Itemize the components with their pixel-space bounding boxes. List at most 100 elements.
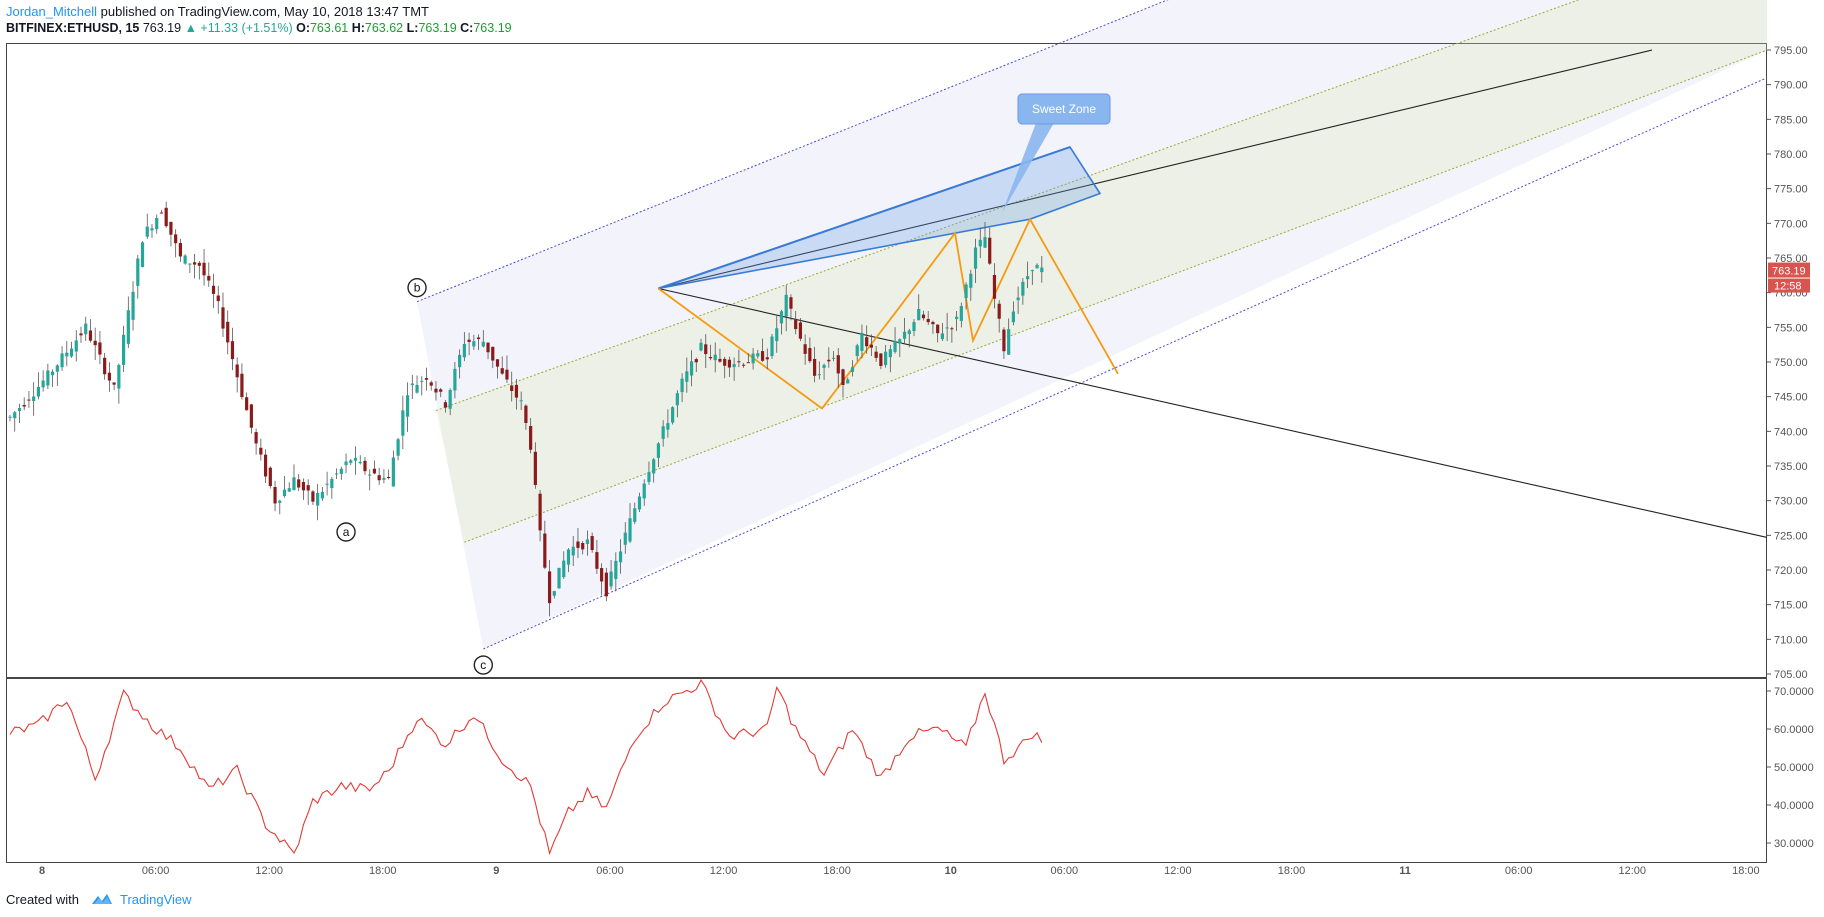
x-tick-label: 9 bbox=[493, 865, 499, 877]
candle bbox=[751, 348, 755, 370]
candle-body bbox=[65, 352, 69, 357]
wave-label-circle bbox=[336, 522, 356, 542]
candle-body bbox=[316, 492, 320, 506]
candle-body bbox=[656, 443, 661, 458]
candle-body bbox=[325, 483, 329, 485]
candle-body bbox=[737, 361, 741, 363]
candle bbox=[1030, 269, 1034, 285]
candle bbox=[448, 388, 452, 416]
candle bbox=[1011, 301, 1015, 326]
candle bbox=[491, 346, 495, 369]
candle bbox=[344, 453, 348, 474]
candle bbox=[685, 357, 689, 393]
candle-body bbox=[145, 226, 149, 237]
candle-body bbox=[164, 207, 168, 227]
candle bbox=[585, 530, 590, 556]
candle-body bbox=[969, 273, 973, 288]
candle bbox=[689, 350, 694, 387]
candle-body bbox=[784, 294, 788, 317]
tradingview-brand-link[interactable]: TradingView bbox=[120, 892, 192, 907]
candle-body bbox=[245, 397, 249, 411]
candle-body bbox=[756, 353, 760, 357]
candle-body bbox=[112, 382, 116, 385]
symbol-name[interactable]: BITFINEX:ETHUSD, 15 bbox=[6, 21, 140, 35]
wave-label-circle bbox=[473, 655, 493, 675]
candle-body bbox=[789, 297, 793, 309]
candle bbox=[992, 263, 997, 309]
candle bbox=[1040, 256, 1044, 283]
candle bbox=[798, 318, 803, 342]
candle-body bbox=[131, 291, 135, 320]
candle bbox=[443, 399, 448, 413]
tradingview-logo-icon[interactable] bbox=[91, 893, 113, 908]
author-link[interactable]: Jordan_Mitchell bbox=[6, 4, 98, 19]
close-label: C: bbox=[460, 21, 474, 35]
candle bbox=[822, 363, 826, 380]
candle bbox=[789, 294, 793, 321]
candle bbox=[358, 455, 362, 465]
candle bbox=[978, 227, 982, 259]
candle bbox=[912, 319, 916, 337]
candle-body bbox=[458, 354, 462, 368]
candle bbox=[694, 357, 698, 373]
rsi-indicator-pane[interactable] bbox=[6, 678, 1767, 863]
candle-body bbox=[893, 341, 897, 352]
high-label: H: bbox=[351, 21, 365, 35]
candle bbox=[316, 484, 320, 521]
candle bbox=[869, 334, 874, 356]
candle bbox=[207, 262, 211, 287]
candle-body bbox=[174, 234, 178, 244]
candle-body bbox=[13, 412, 17, 419]
candle bbox=[718, 348, 722, 364]
candle bbox=[500, 356, 504, 375]
y-tick-label: 740.00 bbox=[1774, 426, 1808, 438]
last-price-tag: 763.19 bbox=[1768, 262, 1810, 278]
y-tick-label: 775.00 bbox=[1774, 184, 1808, 196]
candle bbox=[306, 479, 310, 505]
candle-body bbox=[387, 476, 391, 479]
countdown-tag-bg bbox=[1768, 278, 1810, 293]
candle-body bbox=[936, 324, 940, 334]
candle-body bbox=[420, 380, 424, 382]
candle-body bbox=[529, 425, 533, 450]
callout-box bbox=[1017, 93, 1111, 125]
candle-body bbox=[136, 258, 140, 286]
candle bbox=[1025, 261, 1030, 289]
candle bbox=[888, 344, 892, 373]
candle bbox=[576, 528, 580, 559]
x-tick-label: 18:00 bbox=[369, 865, 397, 877]
candle-body bbox=[723, 358, 727, 366]
candle-body bbox=[600, 568, 604, 582]
candle-body bbox=[339, 468, 343, 474]
x-tick-label: 06:00 bbox=[142, 865, 170, 877]
candle bbox=[983, 222, 987, 248]
candle bbox=[628, 503, 632, 544]
candle bbox=[505, 355, 509, 383]
candle-body bbox=[628, 518, 632, 542]
rsi-tick-label: 60.0000 bbox=[1774, 724, 1814, 736]
candle-body bbox=[992, 274, 997, 299]
candle bbox=[533, 442, 537, 489]
candle bbox=[93, 327, 97, 360]
candle bbox=[855, 343, 859, 361]
candle bbox=[595, 539, 599, 575]
wave-b-label: b bbox=[407, 277, 427, 298]
candle-body bbox=[292, 477, 296, 491]
created-with-text: Created with bbox=[6, 892, 79, 907]
candle-body bbox=[197, 262, 201, 266]
candle-body bbox=[794, 319, 798, 330]
candle bbox=[245, 392, 249, 411]
candle bbox=[60, 346, 64, 371]
candle bbox=[103, 352, 107, 380]
candle bbox=[713, 342, 717, 373]
candle-body bbox=[249, 404, 253, 428]
candle bbox=[860, 324, 864, 359]
candle bbox=[50, 369, 55, 388]
candle bbox=[98, 331, 102, 365]
price-chart-pane[interactable] bbox=[6, 43, 1767, 678]
candle-body bbox=[779, 311, 784, 324]
candle-body bbox=[997, 303, 1001, 319]
candle bbox=[969, 269, 973, 301]
sweet-zone-edge bbox=[658, 146, 1071, 290]
rsi-line bbox=[9, 679, 1043, 856]
